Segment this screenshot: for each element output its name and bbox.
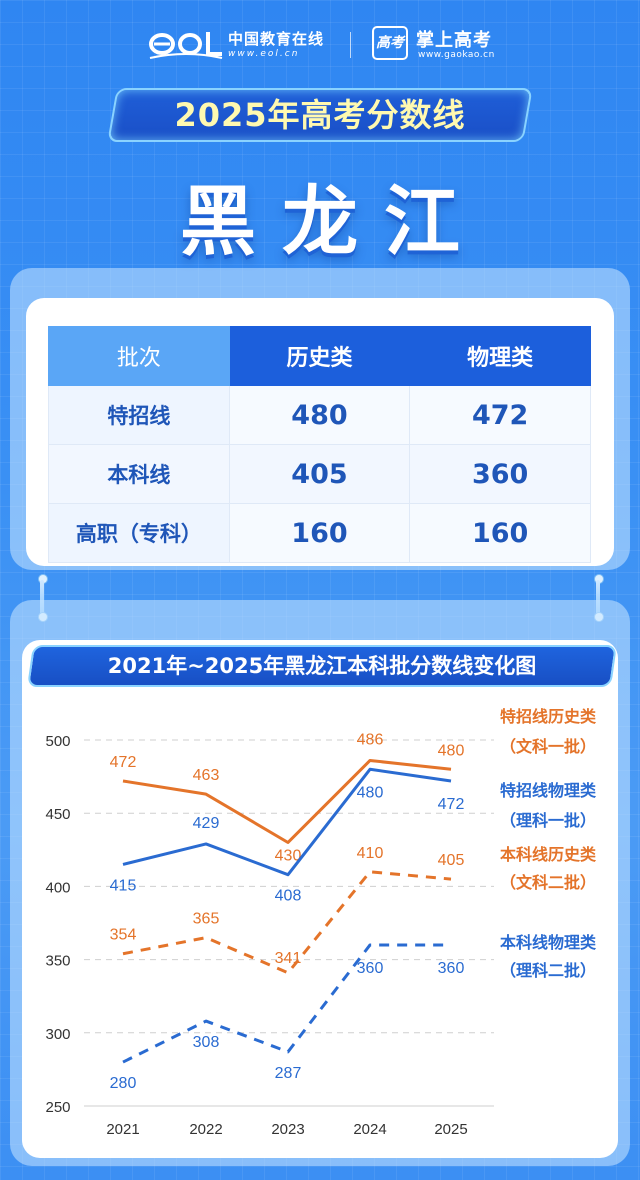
province-name: 黑龙江 <box>180 177 486 266</box>
row-label: 高职（专科） <box>48 503 230 563</box>
connector-left <box>40 580 44 616</box>
header-logos: 中国教育在线 www.eol.cn 高考 掌上高考 www.gaokao.cn <box>0 22 640 66</box>
legend-sublabel: （文科一批） <box>500 737 596 756</box>
table-header-row: 批次 历史类 物理类 <box>48 326 591 386</box>
data-label: 463 <box>193 767 220 784</box>
chart-card <box>22 640 618 1158</box>
data-label: 480 <box>438 742 465 759</box>
data-label: 480 <box>357 784 384 801</box>
legend-sublabel: （理科一批） <box>500 811 596 830</box>
header-history: 历史类 <box>228 326 411 386</box>
header-physics: 物理类 <box>409 326 591 386</box>
chart-title-banner: 2021年~2025年黑龙江本科批分数线变化图 <box>27 645 617 687</box>
physics-score: 160 <box>409 503 591 563</box>
data-label: 354 <box>110 927 137 944</box>
data-label: 472 <box>438 796 465 813</box>
y-tick-label: 350 <box>45 953 70 970</box>
data-label: 408 <box>275 888 302 905</box>
history-score: 405 <box>228 444 411 504</box>
legend-label: 本科线物理类 <box>500 933 597 952</box>
y-tick-label: 400 <box>45 879 70 896</box>
data-label: 341 <box>275 950 302 967</box>
history-score: 160 <box>228 503 411 563</box>
gaokao-name: 掌上高考 <box>416 30 492 51</box>
row-label: 本科线 <box>48 444 230 504</box>
y-tick-label: 450 <box>45 806 70 823</box>
data-label: 410 <box>357 845 384 862</box>
title-banner: 2025年高考分数线 <box>107 88 533 142</box>
y-tick-label: 500 <box>45 733 70 750</box>
legend-label: 本科线历史类 <box>500 845 597 864</box>
x-tick-label: 2025 <box>434 1121 467 1138</box>
x-tick-label: 2021 <box>106 1121 139 1138</box>
legend-sublabel: （文科二批） <box>500 873 596 892</box>
eol-logo-icon <box>149 32 223 59</box>
series-line <box>122 943 451 1064</box>
connector-right <box>596 580 600 616</box>
y-tick-label: 300 <box>45 1026 70 1043</box>
table-row: 本科线 405 360 <box>48 444 591 504</box>
data-label: 486 <box>357 731 384 748</box>
page-title: 2025年高考分数线 <box>174 96 466 134</box>
legend-label: 特招线历史类 <box>500 707 597 726</box>
data-label: 360 <box>357 960 384 977</box>
row-label: 特招线 <box>48 385 230 445</box>
legend-label: 特招线物理类 <box>500 781 597 800</box>
series-line <box>122 767 452 877</box>
x-tick-label: 2022 <box>189 1121 222 1138</box>
gaokao-url: www.gaokao.cn <box>418 50 495 60</box>
data-label: 405 <box>438 852 465 869</box>
x-tick-label: 2023 <box>271 1121 304 1138</box>
data-label: 360 <box>438 960 465 977</box>
header-batch: 批次 <box>48 326 230 386</box>
eol-url: www.eol.cn <box>228 49 300 59</box>
data-label: 308 <box>193 1034 220 1051</box>
eol-name: 中国教育在线 <box>228 30 325 48</box>
chart-title: 2021年~2025年黑龙江本科批分数线变化图 <box>107 654 537 678</box>
table-row: 高职（专科） 160 160 <box>48 503 591 563</box>
data-label: 280 <box>110 1075 137 1092</box>
data-label: 429 <box>193 815 220 832</box>
data-label: 430 <box>275 847 302 864</box>
legend-sublabel: （理科二批） <box>500 961 596 980</box>
y-tick-label: 250 <box>45 1099 70 1116</box>
data-label: 365 <box>193 911 220 928</box>
series-line <box>122 758 452 844</box>
x-tick-label: 2024 <box>353 1121 386 1138</box>
data-label: 415 <box>110 877 137 894</box>
logo-divider <box>350 32 351 58</box>
data-label: 472 <box>110 754 137 771</box>
gaokao-logo-icon: 高考 <box>372 26 408 60</box>
score-table: 批次 历史类 物理类 特招线 480 472 本科线 405 360 高职（专科… <box>48 326 591 563</box>
data-label: 287 <box>275 1065 302 1082</box>
series-line <box>122 870 452 975</box>
physics-score: 360 <box>409 444 591 504</box>
history-score: 480 <box>228 385 411 445</box>
